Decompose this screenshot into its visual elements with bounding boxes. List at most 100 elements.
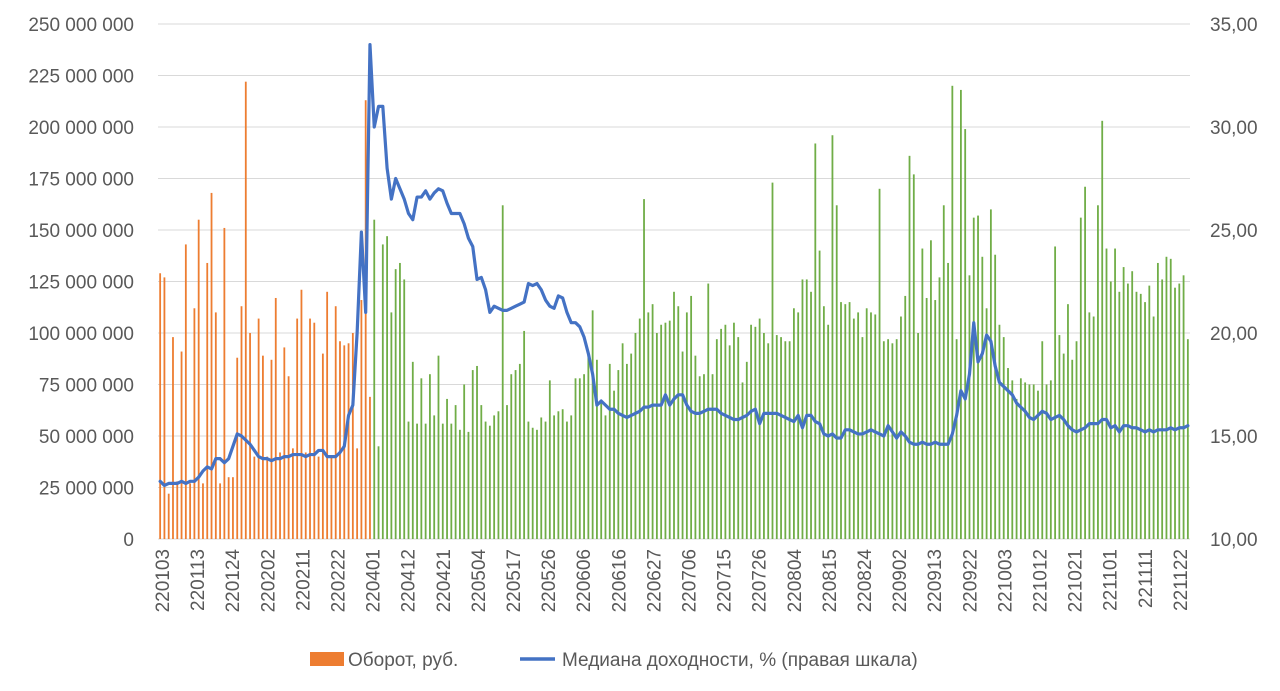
turnover-bar [647, 312, 650, 539]
turnover-bar [1178, 283, 1181, 539]
turnover-bar [326, 291, 329, 539]
left-tick-label: 250 000 000 [28, 15, 134, 36]
x-tick-label: 221003 [995, 549, 1016, 612]
left-axis-ticks: 0 25 000 000 50 000 000 75 000 000 100 000 0… [28, 15, 134, 551]
turnover-bar [339, 341, 341, 539]
legend-label-yield: Медиана доходности, % (правая шкала) [562, 650, 918, 671]
turnover-bar [844, 304, 847, 539]
turnover-bar [587, 355, 590, 539]
x-tick-label: 220922 [960, 549, 981, 612]
legend[interactable]: Оборот, руб. Медиана доходности, % (права… [310, 650, 918, 671]
turnover-bar [360, 300, 363, 539]
yield-line-layer [158, 42, 1190, 488]
turnover-bar [655, 333, 658, 539]
x-tick-label: 220627 [644, 549, 665, 612]
turnover-bar [184, 244, 187, 540]
turnover-bar [540, 417, 543, 539]
turnover-bar [1131, 271, 1134, 539]
x-tick-label: 220706 [680, 549, 701, 612]
turnover-bar [197, 219, 200, 539]
x-tick-label: 220412 [399, 549, 420, 612]
turnover-bar [266, 456, 269, 539]
turnover-bar [553, 415, 555, 539]
turnover-bar [429, 374, 431, 539]
turnover-bar [411, 361, 414, 539]
turnover-bar [531, 427, 534, 539]
turnover-bar [1041, 341, 1044, 539]
x-tick-label: 220202 [258, 549, 279, 612]
turnover-bar [463, 384, 466, 539]
turnover-bar [1011, 380, 1014, 539]
x-tick-label: 220815 [820, 549, 841, 612]
turnover-bar [711, 374, 714, 539]
x-tick-label: 221012 [1031, 549, 1052, 612]
turnover-bar [1045, 384, 1048, 539]
turnover-bar [1186, 339, 1189, 539]
x-tick-label: 220103 [153, 549, 174, 612]
turnover-bar [801, 279, 804, 539]
turnover-bar [715, 339, 718, 539]
turnover-bar [214, 312, 217, 539]
turnover-bar [304, 452, 307, 539]
turnover-bar [561, 409, 564, 539]
turnover-bar [274, 297, 277, 539]
turnover-bar [818, 250, 821, 539]
turnover-bar [763, 333, 765, 539]
turnover-bar [351, 333, 354, 539]
turnover-bar [621, 343, 624, 539]
turnover-bar [985, 308, 988, 539]
turnover-bar [1028, 384, 1031, 539]
x-tick-label: 220902 [890, 549, 911, 612]
turnover-bar [454, 405, 457, 539]
turnover-bar [1084, 186, 1086, 540]
turnover-bar [994, 254, 997, 539]
turnover-bar [1105, 248, 1108, 540]
turnover-bar [805, 279, 808, 539]
turnover-bar [900, 316, 902, 539]
turnover-bar [1182, 275, 1185, 539]
turnover-bar [951, 85, 954, 540]
x-tick-label: 220211 [293, 549, 314, 611]
turnover-bar [159, 273, 162, 539]
turnover-bar [938, 277, 941, 539]
turnover-bar [236, 357, 239, 539]
turnover-bar [668, 320, 671, 539]
turnover-bar [347, 343, 350, 539]
turnover-bar [1127, 283, 1129, 539]
left-tick-label: 125 000 000 [28, 273, 134, 294]
turnover-bar [784, 341, 787, 539]
turnover-bar [925, 297, 928, 539]
turnover-bar [510, 374, 513, 539]
right-tick-label: 10,00 [1210, 530, 1258, 551]
turnover-bar [493, 415, 496, 539]
turnover-bar [827, 324, 830, 539]
x-tick-label: 220504 [469, 549, 490, 613]
turnover-bar [536, 429, 538, 539]
turnover-bar [446, 398, 448, 539]
turnover-bar [1109, 281, 1112, 539]
turnover-bar [908, 155, 911, 539]
turnover-bar [793, 308, 795, 539]
turnover-bar [831, 135, 834, 540]
x-tick-label: 220616 [609, 549, 630, 612]
left-tick-label: 75 000 000 [39, 376, 134, 397]
x-tick-label: 220526 [539, 549, 560, 612]
turnover-bar [1032, 384, 1035, 539]
turnover-bar [1122, 267, 1125, 539]
turnover-bar [690, 295, 693, 539]
yield-line [158, 42, 1190, 488]
turnover-bar [566, 421, 568, 539]
turnover-bar [377, 446, 380, 539]
turnover-bar [852, 318, 855, 539]
turnover-bar [814, 143, 817, 540]
turnover-bar [1067, 304, 1069, 539]
turnover-bar [1092, 316, 1095, 539]
turnover-bar [865, 308, 868, 539]
turnover-bar [981, 256, 984, 539]
x-tick-label: 220401 [364, 549, 385, 612]
turnover-bar [1015, 398, 1018, 539]
turnover-bar [660, 324, 663, 539]
turnover-bar [882, 341, 885, 539]
turnover-bar [373, 219, 376, 539]
